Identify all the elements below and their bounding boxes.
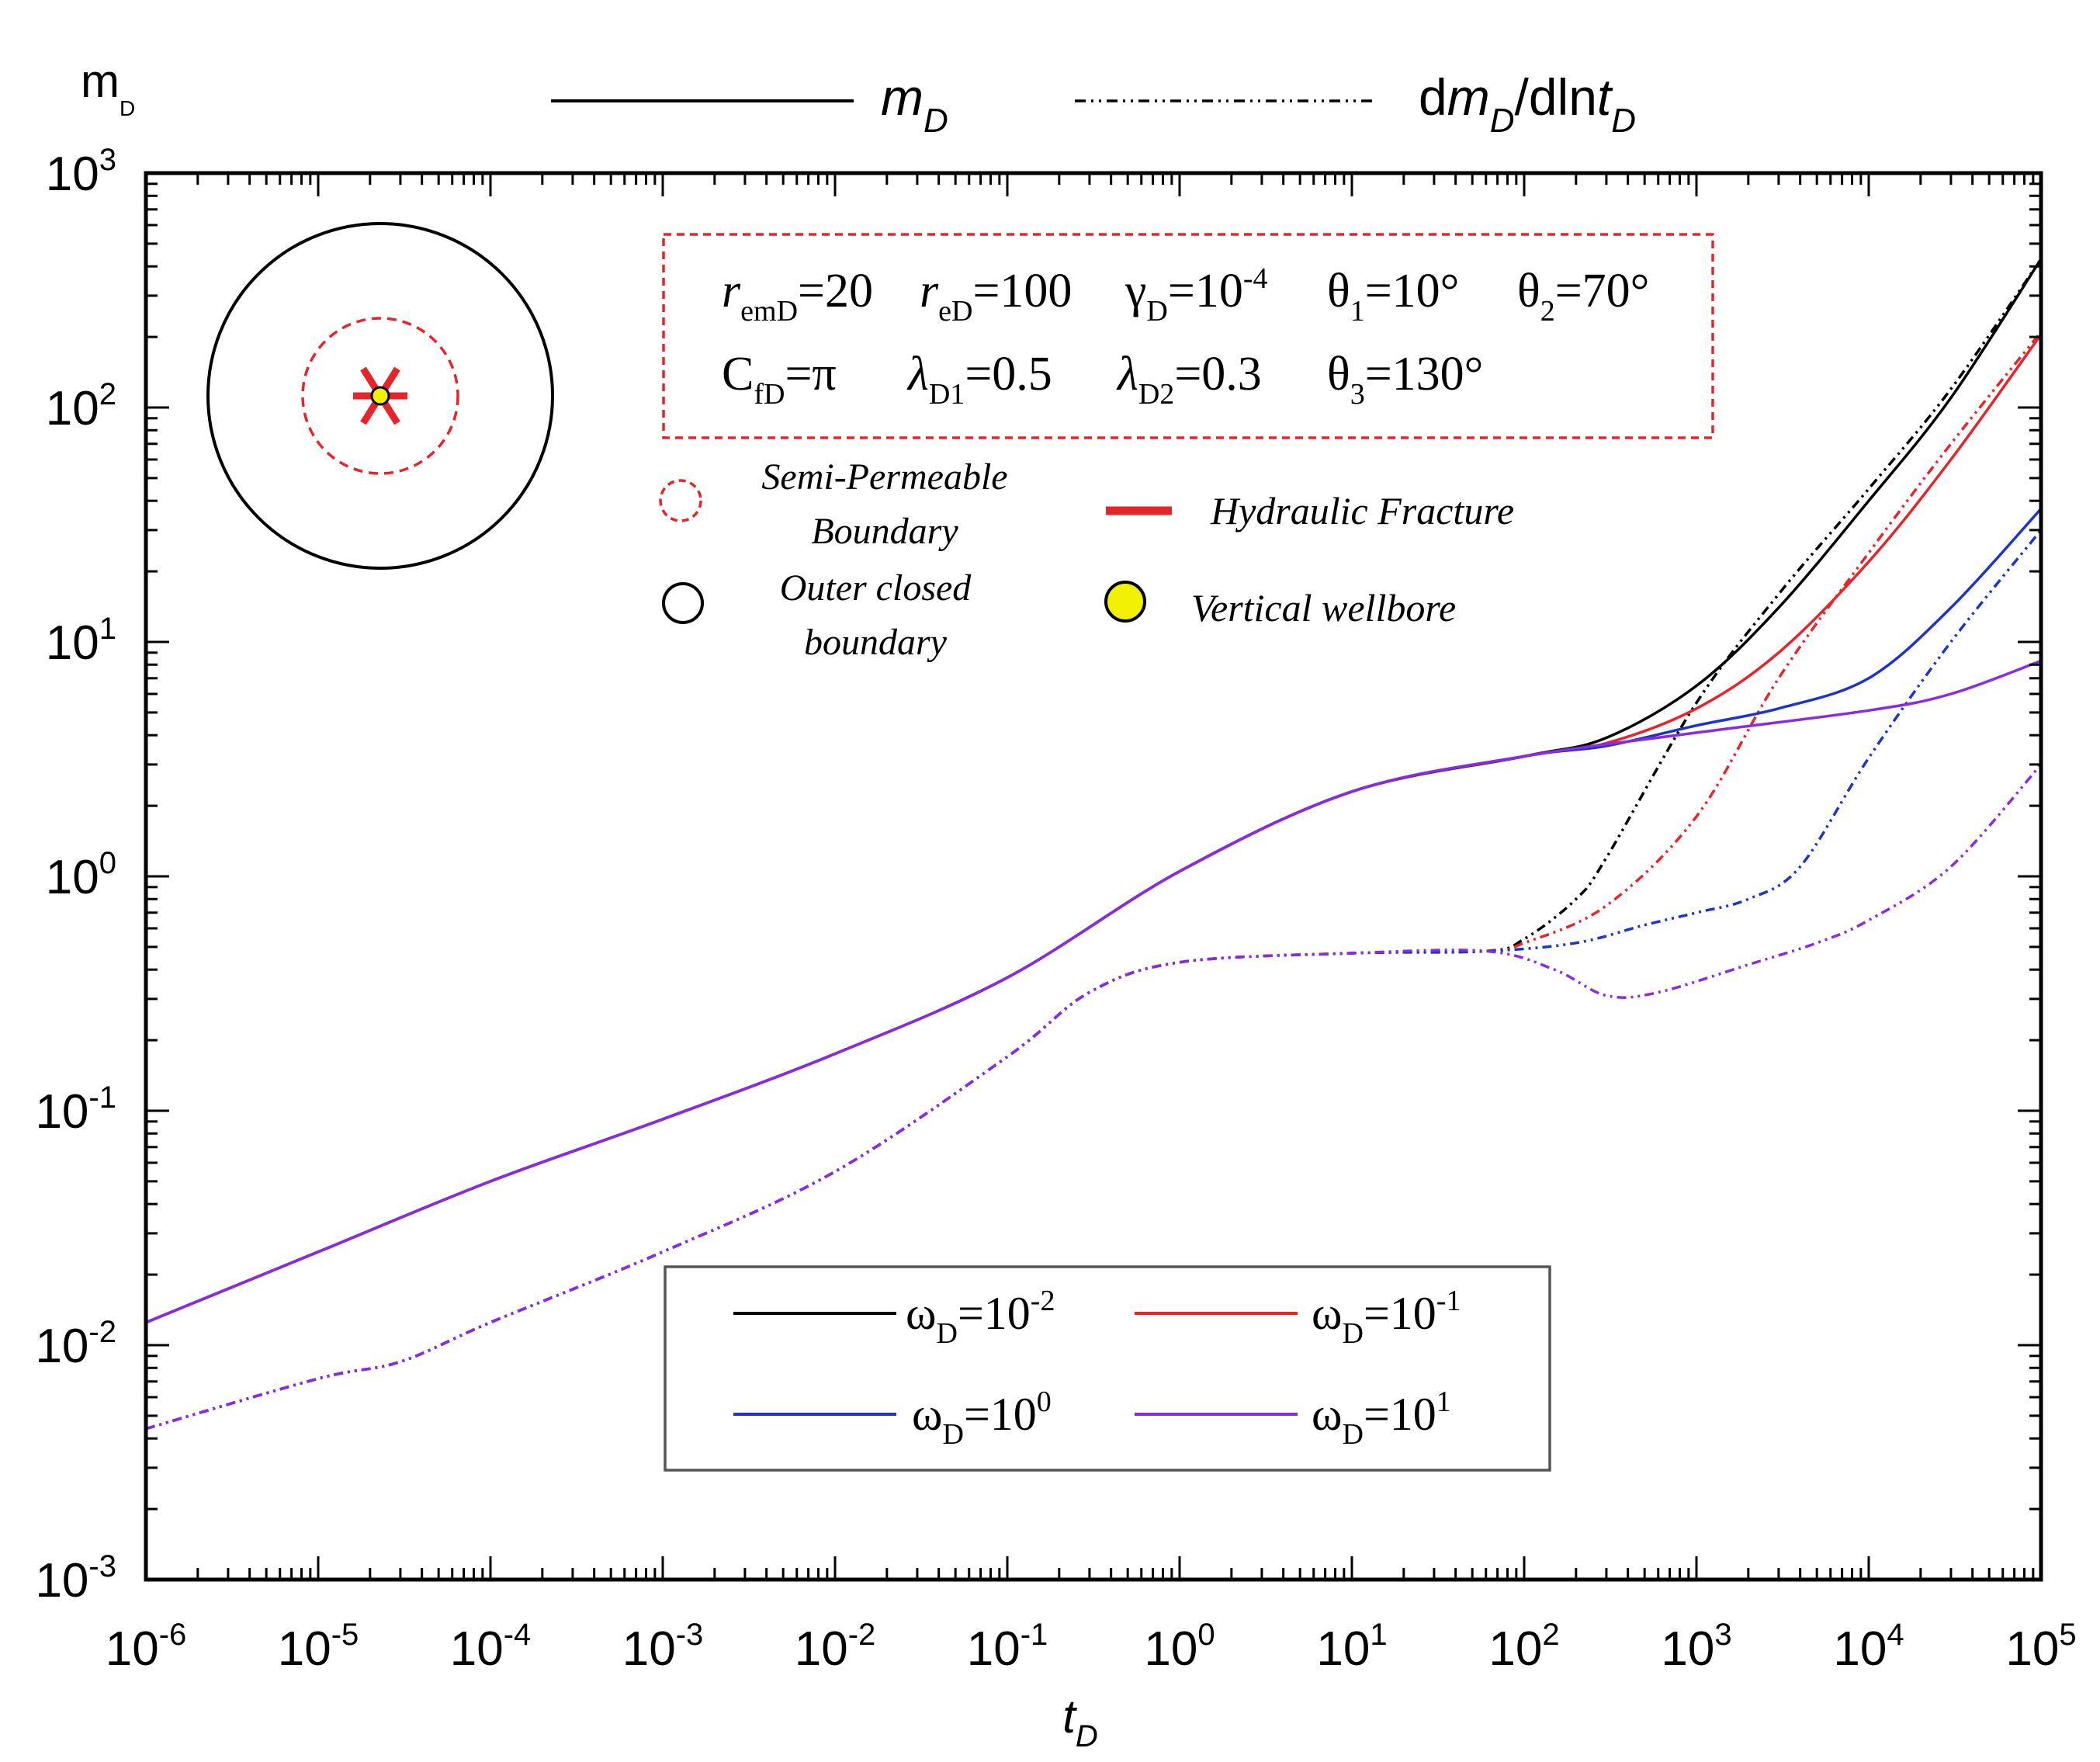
y-tick-label: 100	[46, 846, 116, 904]
y-tick-label: 10-2	[35, 1315, 116, 1373]
legend-label-1: ωD=10-2	[906, 1285, 1055, 1350]
dashdot-style-label: dmD/dlntD	[1419, 68, 1636, 140]
x-axis-title: tD	[1062, 1691, 1098, 1753]
curve-layer	[145, 258, 2043, 1431]
outer-closed-label-line1: Outer closed	[780, 567, 972, 609]
x-tick-label: 10-4	[450, 1618, 532, 1676]
vertical-wellbore-dot	[370, 386, 390, 406]
solid-style-label: mD	[881, 68, 948, 140]
parameter-text: λD1=0.5	[906, 348, 1052, 411]
semi-permeable-boundary-circle	[301, 317, 459, 475]
outer-closed-label-line2: boundary	[804, 622, 948, 663]
derivative-curve-3	[145, 529, 2043, 1431]
y-tick-label: 10-3	[35, 1549, 116, 1608]
reservoir-schematic	[206, 222, 554, 570]
vertical-wellbore-legend-icon	[1104, 581, 1146, 623]
x-tick-label: 103	[1661, 1618, 1731, 1676]
pressure-curve-4	[145, 659, 2042, 1324]
hydraulic-fracture-label: Hydraulic Fracture	[1210, 489, 1514, 532]
line-style-legend: mD dmD/dlntD	[551, 68, 1636, 140]
legend-label-3: ωD=100	[912, 1386, 1052, 1451]
outer-closed-boundary-circle	[206, 222, 554, 570]
x-tick-label: 105	[2005, 1618, 2076, 1676]
parameter-box: remD=20 reD=100 γD=10-4 θ1=10° θ2=70° CfD=π λD…	[662, 233, 1714, 439]
parameter-text: θ1=10°	[1327, 265, 1459, 328]
y-axis-title: mD	[81, 55, 135, 120]
semi-permeable-label-line1: Semi-Permeable	[761, 456, 1007, 498]
x-tick-label: 100	[1144, 1618, 1215, 1676]
schematic-legend: Semi-Permeable Boundary Hydraulic Fractu…	[659, 456, 1514, 663]
x-tick-label: 10-6	[106, 1618, 187, 1676]
x-tick-label: 10-1	[967, 1618, 1048, 1676]
vertical-wellbore-label: Vertical wellbore	[1191, 586, 1456, 630]
x-tick-label: 10-2	[795, 1618, 876, 1676]
x-tick-labels: 10-6 10-5 10-4 10-3 10-2 10-1 100 101 102 103 104 1…	[106, 1618, 2077, 1676]
y-tick-label: 101	[46, 612, 116, 670]
outer-closed-legend-icon	[662, 582, 704, 624]
parameter-text: γD=10-4	[1125, 262, 1267, 328]
plot-frame	[144, 171, 2043, 1582]
x-tick-label: 102	[1488, 1618, 1559, 1676]
parameter-text: remD=20	[722, 265, 873, 328]
parameter-text: θ3=130°	[1327, 348, 1483, 411]
semi-permeable-legend-icon	[659, 479, 702, 522]
x-tick-label: 101	[1316, 1618, 1387, 1676]
x-tick-label: 10-5	[278, 1618, 359, 1676]
parameter-box-frame	[662, 233, 1714, 439]
y-tick-labels: 10-3 10-2 10-1 100 101 102 103	[35, 143, 116, 1608]
parameter-text: θ2=70°	[1517, 265, 1649, 328]
semi-permeable-label-line2: Boundary	[811, 511, 958, 552]
series-legend: ωD=10-2 ωD=10-1 ωD=100 ωD=101	[664, 1265, 1551, 1472]
y-tick-label: 103	[46, 143, 116, 201]
parameter-text: λD2=0.3	[1116, 348, 1262, 411]
parameter-text: reD=100	[920, 265, 1072, 328]
y-tick-label: 10-1	[35, 1080, 116, 1139]
legend-label-2: ωD=10-1	[1312, 1285, 1461, 1350]
parameter-text: CfD=π	[722, 348, 837, 411]
y-tick-label: 102	[46, 377, 116, 435]
series-legend-frame	[664, 1265, 1551, 1472]
derivative-curve-4	[145, 763, 2043, 1431]
x-tick-label: 10-3	[622, 1618, 704, 1676]
legend-label-4: ωD=101	[1312, 1386, 1451, 1451]
derivative-curve-2	[145, 331, 2043, 1431]
x-tick-label: 104	[1833, 1618, 1904, 1676]
